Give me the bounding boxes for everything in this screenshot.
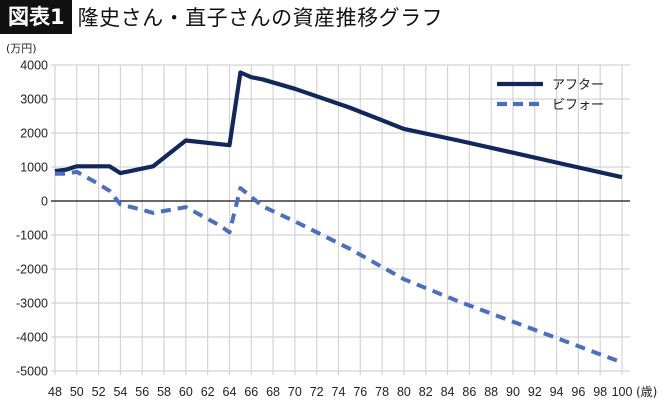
- y-axis-ticks: 4000 3000 2000 1000 0 -1000 -2000 -3000 -4000 -50…: [16, 59, 48, 379]
- y-tick-label: -2000: [16, 263, 48, 277]
- x-tick-label: 70: [288, 385, 302, 399]
- x-tick-label: 80: [397, 385, 411, 399]
- series-line-after: [54, 70, 623, 180]
- x-tick-label: 90: [506, 385, 520, 399]
- x-tick-label: 96: [571, 385, 585, 399]
- legend-label: ビフォー: [552, 98, 604, 113]
- x-tick-label: 58: [157, 385, 171, 399]
- x-tick-label: 54: [113, 385, 127, 399]
- y-tick-label: -4000: [16, 331, 48, 345]
- y-axis-unit: (万円): [6, 42, 37, 55]
- y-tick-label: 0: [41, 195, 48, 209]
- x-tick-label: 72: [310, 385, 324, 399]
- data-series: [54, 70, 623, 365]
- x-tick-label: 94: [550, 385, 564, 399]
- x-tick-label: 62: [201, 385, 215, 399]
- y-tick-label: 4000: [20, 59, 48, 73]
- x-tick-label: 50: [70, 385, 84, 399]
- y-tick-label: -1000: [16, 229, 48, 243]
- y-tick-label: -3000: [16, 297, 48, 311]
- x-tick-label: 84: [441, 385, 455, 399]
- chart-title: 隆史さん・直子さんの資産推移グラフ: [77, 6, 444, 30]
- x-tick-label: 56: [135, 385, 149, 399]
- y-tick-label: -5000: [16, 365, 48, 379]
- x-tick-label: 76: [353, 385, 367, 399]
- x-axis-unit: (歳): [636, 385, 657, 399]
- x-tick-label: 88: [484, 385, 498, 399]
- x-tick-label: 86: [462, 385, 476, 399]
- y-tick-label: 2000: [20, 127, 48, 141]
- x-tick-label: 60: [179, 385, 193, 399]
- x-tick-label: 68: [266, 385, 280, 399]
- x-tick-label: 48: [48, 385, 62, 399]
- x-tick-label: 78: [375, 385, 389, 399]
- y-tick-label: 3000: [20, 93, 48, 107]
- series-line-before: [55, 169, 623, 365]
- x-tick-label: 98: [593, 385, 607, 399]
- x-tick-label: 64: [223, 385, 237, 399]
- legend-label: アフター: [552, 78, 604, 93]
- grid-lines: [51, 64, 630, 375]
- x-tick-label: 100: [612, 385, 633, 399]
- x-tick-label: 66: [244, 385, 258, 399]
- x-axis-ticks: 48 50 52 54 56 58 60 62 64 66 68 70 72 74 76 78 80 82 84 86…: [48, 385, 632, 399]
- y-tick-label: 1000: [20, 161, 48, 175]
- figure-badge: 図表1: [0, 0, 72, 34]
- x-tick-label: 74: [332, 385, 346, 399]
- x-tick-label: 82: [419, 385, 433, 399]
- chart-header: 図表1 隆史さん・直子さんの資産推移グラフ: [0, 0, 443, 34]
- x-tick-label: 52: [92, 385, 106, 399]
- x-tick-label: 92: [528, 385, 542, 399]
